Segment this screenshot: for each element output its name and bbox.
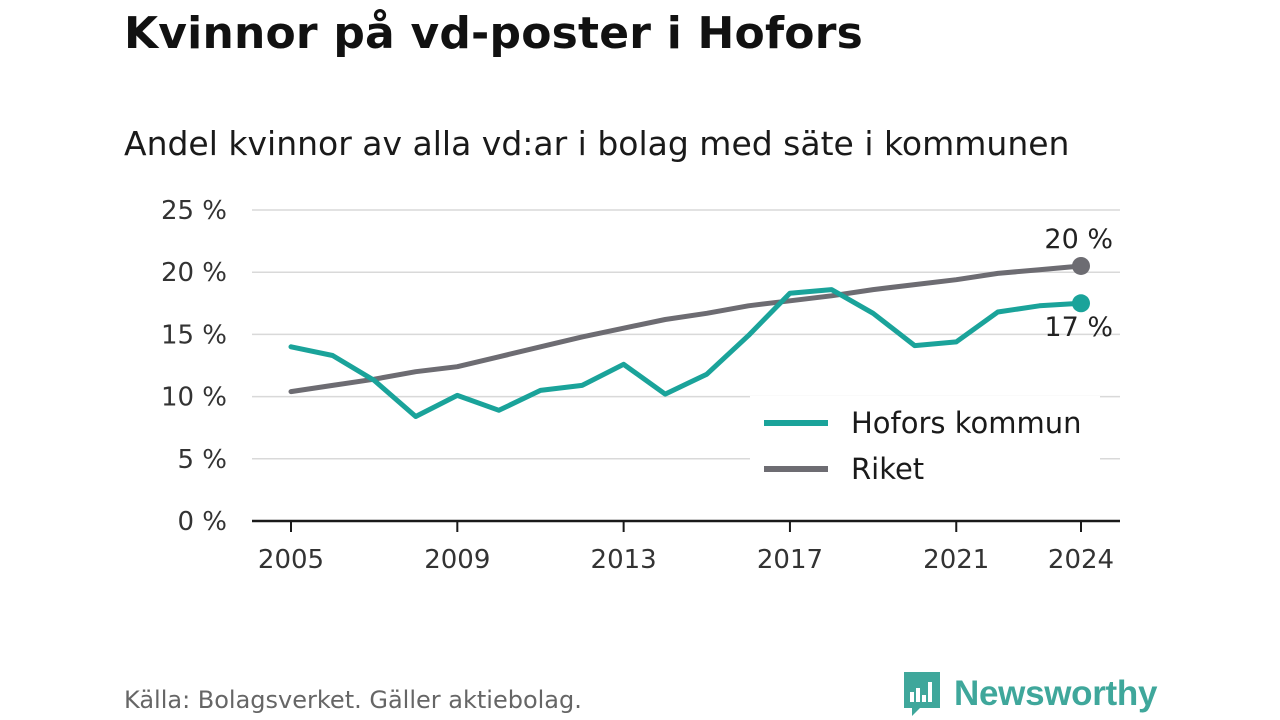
chart-subtitle: Andel kvinnor av alla vd:ar i bolag med … <box>124 124 1070 163</box>
x-tick-label: 2013 <box>591 545 657 575</box>
newsworthy-logo-icon <box>904 672 940 716</box>
y-tick-label: 20 % <box>161 258 227 288</box>
source-note: Källa: Bolagsverket. Gäller aktiebolag. <box>124 686 582 714</box>
chart-title: Kvinnor på vd-poster i Hofors <box>124 8 864 59</box>
y-axis-ticks: 0 % 5 % 10 % 15 % 20 % 25 % <box>161 196 227 537</box>
end-labels: 20 % 17 % <box>1044 224 1113 343</box>
y-tick-label: 15 % <box>161 320 227 350</box>
x-tick-label: 2009 <box>424 545 490 575</box>
end-label-riket: 20 % <box>1044 224 1113 255</box>
y-tick-label: 10 % <box>161 383 227 413</box>
legend-box <box>750 396 1100 490</box>
series-line-hofors <box>288 287 1084 419</box>
y-tick-label: 5 % <box>177 445 227 475</box>
x-tick-label: 2005 <box>258 545 324 575</box>
legend-label-hofors: Hofors kommun <box>851 406 1082 440</box>
y-tick-label: 0 % <box>177 507 227 537</box>
end-point-hofors <box>1072 294 1090 313</box>
series-lines <box>288 256 1090 419</box>
series-line-riket <box>288 263 1084 395</box>
x-axis: 2005 2009 2013 2017 2021 2024 <box>252 519 1120 575</box>
x-tick-label: 2024 <box>1048 545 1114 575</box>
y-tick-label: 25 % <box>161 196 227 226</box>
brand-name: Newsworthy <box>954 674 1158 713</box>
x-tick-label: 2017 <box>757 545 823 575</box>
line-chart: 0 %5 %10 %15 %20 %25 % 2005 2009 2013 2017 2… <box>161 196 1120 575</box>
brand-logo: Newsworthy <box>902 670 1157 718</box>
legend: Hofors kommun Riket <box>750 396 1100 490</box>
legend-label-riket: Riket <box>851 452 924 486</box>
end-label-hofors: 17 % <box>1044 312 1113 343</box>
x-tick-label: 2021 <box>923 545 989 575</box>
end-point-riket <box>1072 256 1090 275</box>
